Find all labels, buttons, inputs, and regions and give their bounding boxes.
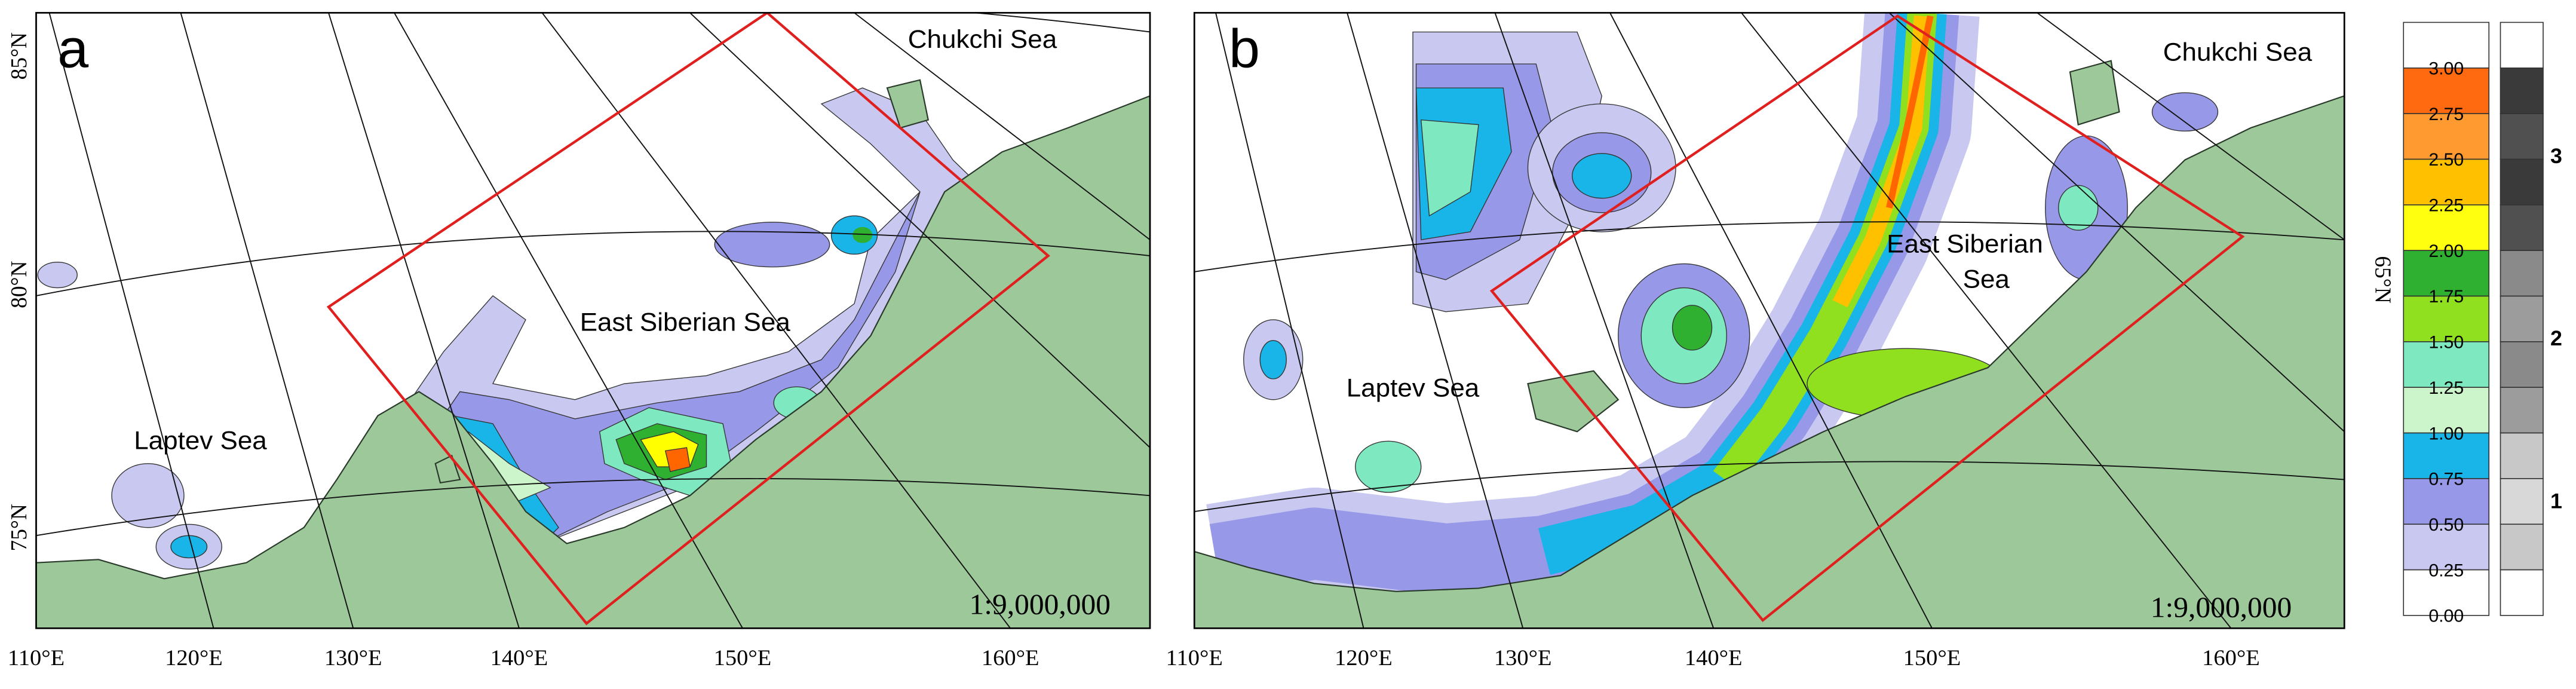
longitude-label: 130°E [324,645,382,670]
colorbar-label: 3.00 [2428,59,2464,79]
colorbar-label: 0.00 [2428,607,2464,626]
colorbar-label: 0.25 [2428,561,2464,581]
colorbar-swatch [2403,204,2490,251]
frame-a [35,12,1151,629]
study-area-b [1489,14,2245,622]
colorbar-swatch [2403,569,2490,616]
island-b [2069,60,2120,126]
colorbar-label: 2.25 [2428,196,2464,216]
map-scale: 1:9,000,000 [2151,591,2292,623]
graybar-swatch [2500,204,2544,251]
island-a [886,79,930,129]
graybar-swatch [2500,158,2544,206]
graybar-swatch [2500,387,2544,434]
map-scale: 1:9,000,000 [970,588,1111,620]
colorbar-swatch [2403,250,2490,297]
graybar-swatch [2500,432,2544,479]
sea-name: Chukchi Sea [2163,38,2313,66]
colorbar-label: 2.50 [2428,151,2464,170]
latitude-label: 80°N [7,261,32,308]
colorbar-label: 0.75 [2428,470,2464,489]
graybar-swatch [2500,250,2544,297]
colorbar-label: 1.25 [2428,378,2464,398]
graticule-b [1194,13,2345,629]
longitude-label: 120°E [165,645,223,670]
sea-name: Chukchi Sea [908,26,1057,54]
colorbar-label: 0.50 [2428,515,2464,535]
colorbar-swatch [2403,113,2490,160]
colorbar-swatch [2403,523,2490,571]
sea-name: Sea [1963,265,2010,293]
land-a [36,95,1150,629]
longitude-label: 150°E [1903,645,1961,670]
latitude-label: 85°N [7,32,32,79]
colorbar-swatch [2403,67,2490,114]
latitude-label: 65°N [2370,256,2396,303]
land-b [1194,95,2345,629]
colorbar-label: 2.75 [2428,105,2464,124]
sea-name: Laptev Sea [134,427,267,455]
graybar-label: 1 [2550,490,2562,513]
graticule-a [36,13,1150,629]
sea-name: East Siberian Sea [580,308,791,336]
colorbar-swatch [2403,478,2490,525]
longitude-label: 160°E [982,645,1039,670]
colorbar-swatch [2403,432,2490,479]
panel-label: a [57,19,89,79]
longitude-label: 110°E [1166,645,1223,670]
longitude-label: 130°E [1494,645,1552,670]
longitude-label: 140°E [1685,645,1743,670]
colorbar-label: 2.00 [2428,241,2464,261]
colorbar-label: 1.50 [2428,333,2464,353]
latitude-label: 75°N [7,504,32,551]
graybar-swatch [2500,113,2544,160]
colorbar-label: 1.75 [2428,287,2464,307]
sea-name: Laptev Sea [1347,374,1480,402]
graybar-swatch [2500,569,2544,616]
map-b [1194,13,2345,629]
graybar-swatch [2500,478,2544,525]
graybar-swatch [2500,523,2544,571]
graybar-swatch [2500,22,2544,69]
longitude-label: 150°E [714,645,772,670]
colorbar-swatch [2403,158,2490,206]
colorbar-label: 1.00 [2428,424,2464,444]
graybar-label: 2 [2550,327,2562,350]
frame-b [1193,12,2345,629]
longitude-label: 160°E [2202,645,2260,670]
study-area-a [326,13,1050,626]
longitude-label: 120°E [1335,645,1393,670]
longitude-label: 140°E [490,645,548,670]
graybar-swatch [2500,341,2544,388]
graybar-label: 3 [2550,145,2562,167]
sea-name: East Siberian [1887,230,2043,258]
colorbar-swatch [2403,387,2490,434]
panel-label: b [1229,19,1260,79]
colorbars: 3.00 2.75 2.50 2.25 2.00 1.75 1.50 1.25 1.00 0.75… [2403,22,2562,626]
axis-labels: 110°E 120°E 130°E 140°E 150°E 160°E 110°E 120°E… [7,32,2396,670]
colorbar-swatch [2403,295,2490,342]
longitude-label: 110°E [8,645,65,670]
graybar-swatch [2500,295,2544,342]
map-a [36,13,1150,629]
graybar-swatch [2500,67,2544,114]
